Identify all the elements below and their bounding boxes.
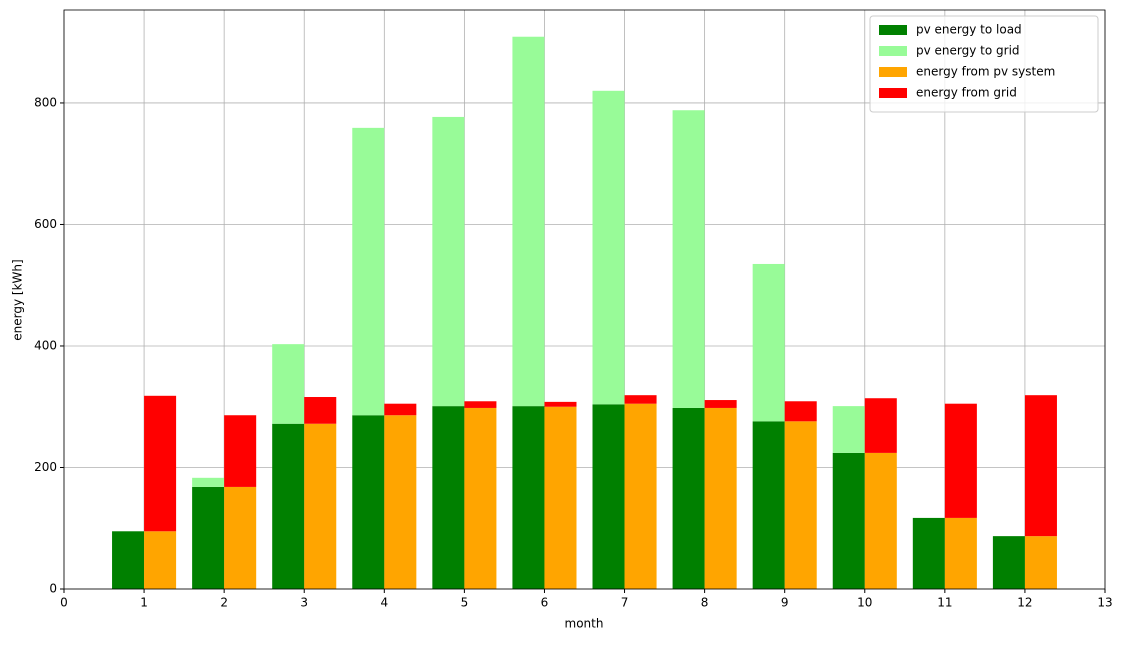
y-tick-label: 600 xyxy=(34,217,57,231)
bar xyxy=(352,415,385,589)
bar xyxy=(912,517,945,589)
bar xyxy=(592,90,625,405)
x-tick-label: 4 xyxy=(380,596,388,610)
x-tick-label: 1 xyxy=(140,596,148,610)
bar xyxy=(432,116,465,407)
bar xyxy=(512,406,545,589)
x-tick-label: 10 xyxy=(857,596,872,610)
bar xyxy=(672,407,705,589)
bar xyxy=(512,36,545,407)
bar xyxy=(272,344,305,424)
legend-swatch xyxy=(879,46,907,56)
legend-box xyxy=(869,15,1099,113)
legend-swatch xyxy=(879,88,907,98)
bar xyxy=(144,531,177,589)
x-tick-label: 5 xyxy=(461,596,469,610)
bar xyxy=(432,406,465,589)
bar xyxy=(624,403,657,589)
bar xyxy=(464,407,497,589)
bar xyxy=(192,477,225,487)
bar xyxy=(752,263,785,422)
bar xyxy=(944,517,977,589)
bar xyxy=(544,401,577,407)
x-tick-label: 3 xyxy=(300,596,308,610)
bar xyxy=(544,406,577,589)
x-tick-label: 9 xyxy=(781,596,789,610)
legend-swatch xyxy=(879,67,907,77)
bar xyxy=(832,452,865,589)
bar xyxy=(1024,395,1057,537)
x-tick-label: 8 xyxy=(701,596,709,610)
bar xyxy=(272,423,305,589)
bar xyxy=(784,421,817,589)
y-tick-label: 800 xyxy=(34,95,57,109)
bar xyxy=(752,421,785,589)
bar xyxy=(704,407,737,589)
legend-label: pv energy to grid xyxy=(916,44,1020,58)
bar xyxy=(192,486,225,589)
bar xyxy=(832,406,865,453)
bar xyxy=(224,486,257,589)
bar xyxy=(304,397,337,424)
bar xyxy=(704,400,737,408)
bar xyxy=(144,395,177,532)
bar xyxy=(864,452,897,589)
bar xyxy=(944,403,977,518)
legend-swatch xyxy=(879,25,907,35)
bar xyxy=(304,423,337,589)
x-tick-label: 2 xyxy=(220,596,228,610)
bar xyxy=(224,415,257,487)
bar xyxy=(784,401,817,422)
bar xyxy=(352,127,385,416)
bar xyxy=(592,404,625,589)
y-axis-label: energy [kWh] xyxy=(11,259,25,340)
legend-label: energy from pv system xyxy=(916,65,1055,79)
legend-label: pv energy to load xyxy=(916,23,1022,37)
bar xyxy=(384,415,417,589)
y-tick-label: 0 xyxy=(49,582,57,596)
plot-frame xyxy=(63,9,1106,590)
x-tick-label: 7 xyxy=(621,596,629,610)
bar xyxy=(1024,536,1057,589)
x-tick-label: 6 xyxy=(541,596,549,610)
x-tick-label: 0 xyxy=(60,596,68,610)
x-axis-label: month xyxy=(565,617,604,631)
x-tick-label: 12 xyxy=(1017,596,1032,610)
bar xyxy=(384,403,417,416)
bar xyxy=(992,536,1025,589)
y-tick-label: 200 xyxy=(34,460,57,474)
bar xyxy=(464,401,497,408)
x-tick-label: 11 xyxy=(937,596,952,610)
bar xyxy=(112,531,145,589)
y-tick-label: 400 xyxy=(34,338,57,352)
x-tick-label: 13 xyxy=(1097,596,1112,610)
bar xyxy=(864,398,897,453)
bar xyxy=(672,110,705,408)
bar xyxy=(624,395,657,404)
legend-label: energy from grid xyxy=(916,86,1017,100)
